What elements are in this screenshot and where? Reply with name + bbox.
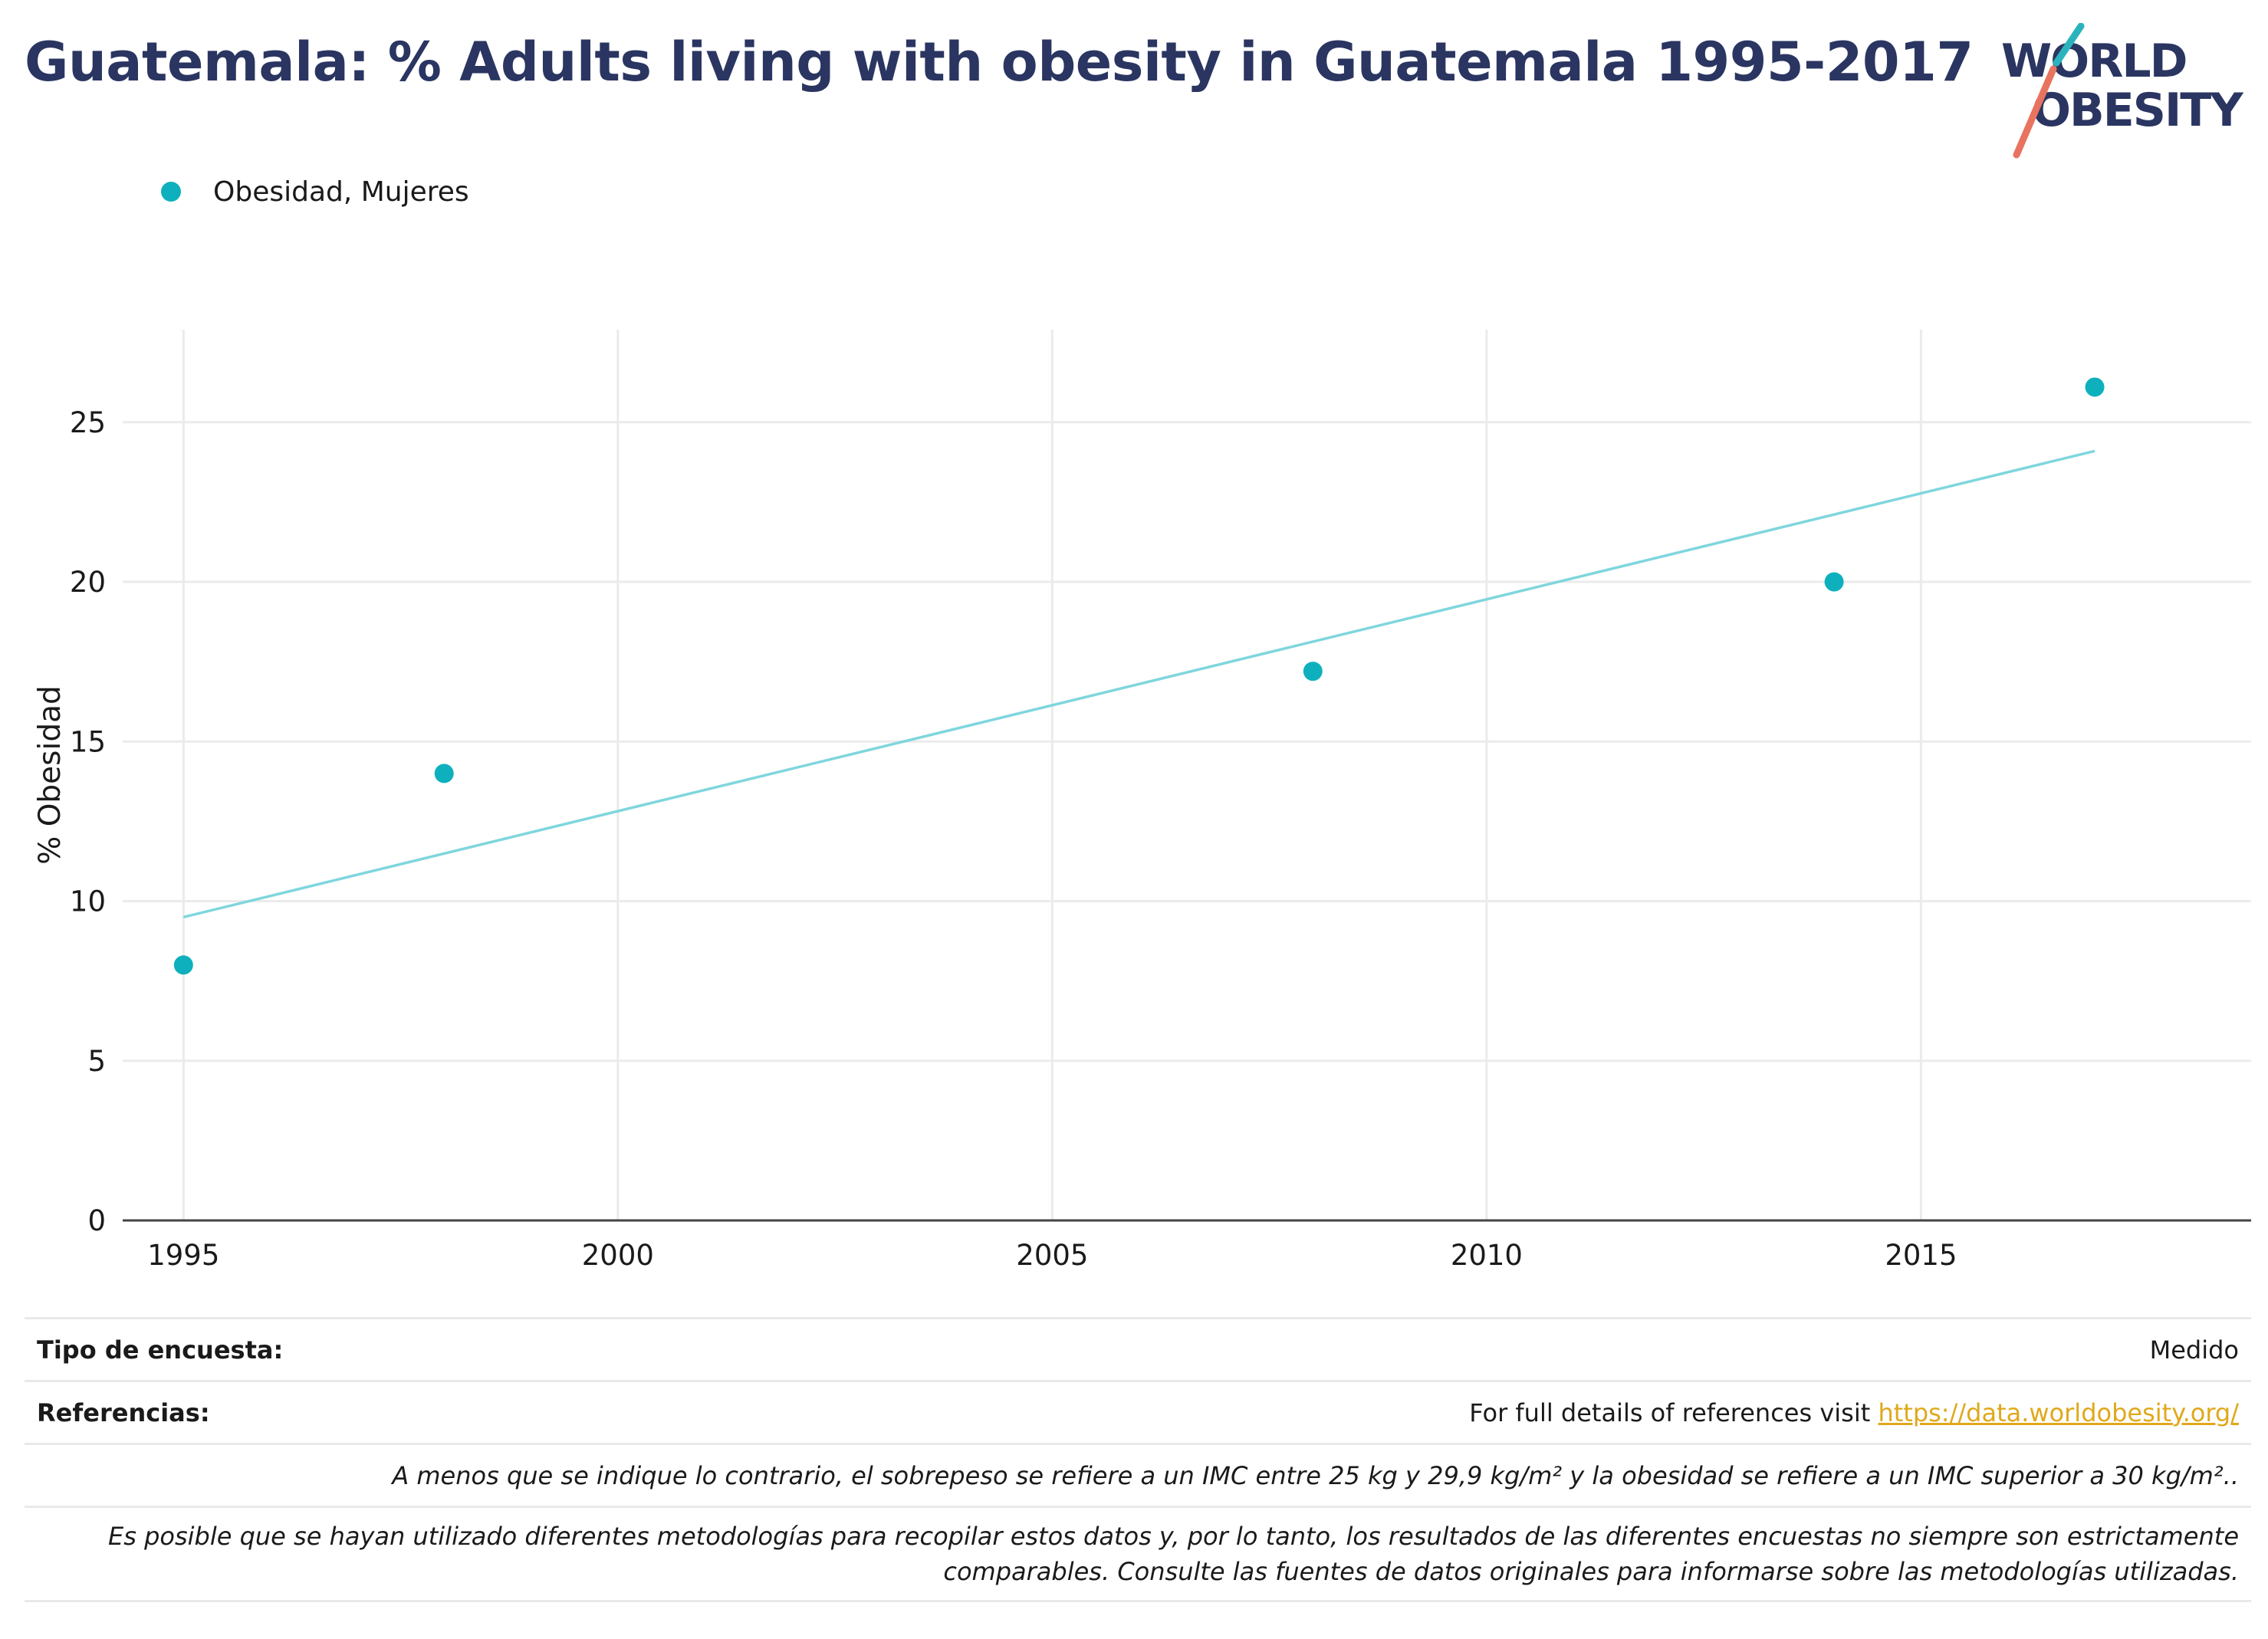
x-tick-label: 2010 [1451,1239,1523,1272]
methodology-note: Es posible que se hayan utilizado difere… [108,1519,2239,1589]
methodology-note-line-2: comparables. Consulte las fuentes de dat… [943,1557,2239,1586]
logo-word-world: WORLD [2001,34,2186,88]
trend-line [182,449,2095,919]
legend-label: Obesidad, Mujeres [213,176,469,208]
y-tick-label: 15 [70,725,106,758]
references-text: For full details of references visit [1469,1398,1878,1427]
y-axis-title: % Obesidad [33,685,67,864]
logo-teal-slash [2053,23,2085,67]
x-tick-label: 2000 [582,1239,654,1272]
world-obesity-logo: WORLD OBESITY [2001,23,2246,159]
survey-type-label: Tipo de encuesta: [37,1335,284,1365]
legend[interactable]: Obesidad, Mujeres [161,170,469,213]
references-link[interactable]: https://data.worldobesity.org/ [1878,1398,2239,1427]
survey-type-row: Tipo de encuesta: Medido [25,1317,2251,1380]
bmi-note-row: A menos que se indique lo contrario, el … [25,1443,2251,1506]
bmi-note: A menos que se indique lo contrario, el … [392,1460,2239,1490]
y-tick-label: 20 [70,566,106,599]
logo-coral-slash [2013,65,2057,159]
references-value: For full details of references visit htt… [1469,1398,2239,1427]
info-table: Tipo de encuesta: Medido Referencias: Fo… [25,1317,2251,1602]
data-point [1824,572,1844,592]
logo-word-obesity: OBESITY [2032,84,2244,137]
x-tick-label: 2005 [1016,1239,1088,1272]
legend-marker [161,182,181,202]
methodology-note-line-1: Es posible que se hayan utilizado difere… [108,1522,2239,1551]
data-point [1303,662,1323,682]
data-point [434,764,454,783]
x-tick-label: 1995 [147,1239,219,1272]
y-tick-label: 0 [87,1204,106,1237]
y-tick-label: 25 [70,406,106,439]
x-tick-label: 2015 [1885,1239,1957,1272]
y-tick-label: 5 [87,1045,106,1078]
y-tick-label: 10 [70,885,106,918]
methodology-note-row: Es posible que se hayan utilizado difere… [25,1506,2251,1602]
scatter-chart: 1995 2000 2005 2010 2015 0 5 10 15 20 25 % Obesidad [33,330,2251,1272]
survey-type-value: Medido [2149,1335,2239,1365]
data-point [173,955,193,975]
references-label: Referencias: [37,1398,210,1427]
references-row: Referencias: For full details of referen… [25,1380,2251,1443]
chart-title: Guatemala: % Adults living with obesity … [25,31,1974,94]
data-point [2085,377,2105,397]
